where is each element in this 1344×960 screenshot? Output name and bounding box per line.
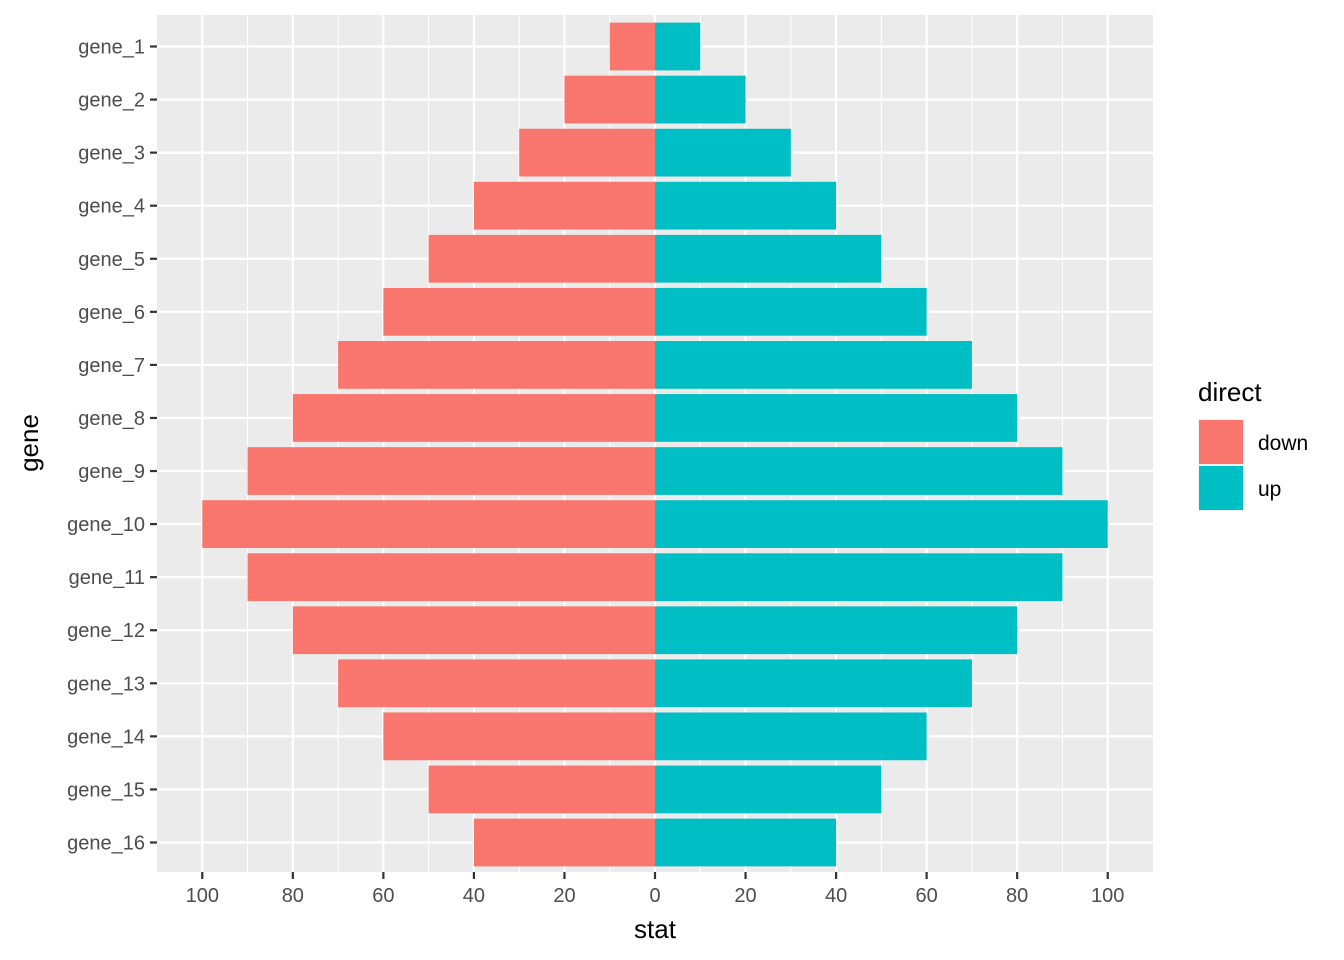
y-tick-label: gene_9: [78, 461, 145, 483]
bar-up-gene_4: [655, 181, 837, 230]
bar-down-gene_1: [609, 22, 655, 71]
bar-down-gene_2: [564, 75, 655, 124]
y-tick-label: gene_8: [78, 408, 145, 430]
legend-key-up: [1199, 466, 1243, 510]
bar-up-gene_10: [655, 500, 1108, 548]
x-tick-label: 100: [1091, 885, 1124, 907]
bar-up-gene_16: [655, 818, 837, 867]
bar-up-gene_14: [655, 712, 927, 761]
bars: [202, 22, 1108, 867]
x-tick-label: 20: [553, 885, 575, 907]
y-tick-label: gene_6: [78, 302, 145, 324]
bar-down-gene_8: [292, 394, 655, 442]
bar-down-gene_15: [428, 765, 655, 814]
y-tick-label: gene_1: [78, 37, 145, 59]
bar-down-gene_14: [383, 712, 655, 761]
bar-down-gene_5: [428, 234, 655, 283]
y-tick-label: gene_7: [78, 355, 145, 377]
x-tick-label: 80: [1006, 885, 1028, 907]
bar-down-gene_12: [292, 606, 655, 655]
legend-title: direct: [1198, 377, 1262, 407]
bar-down-gene_9: [247, 447, 655, 495]
x-tick-label: 40: [463, 885, 485, 907]
bar-down-gene_10: [202, 500, 656, 548]
x-tick-label: 100: [186, 885, 219, 907]
bar-down-gene_7: [338, 341, 655, 389]
y-tick-label: gene_16: [67, 833, 145, 855]
y-tick-label: gene_5: [78, 249, 145, 271]
bar-down-gene_3: [519, 128, 655, 177]
y-tick-label: gene_13: [67, 673, 145, 695]
y-tick-label: gene_14: [67, 726, 145, 748]
legend-label-down: down: [1258, 432, 1308, 455]
bar-down-gene_4: [473, 181, 655, 230]
x-tick-label: 40: [825, 885, 847, 907]
y-tick-label: gene_11: [69, 567, 145, 589]
bar-up-gene_6: [655, 287, 927, 336]
bar-up-gene_8: [655, 394, 1018, 442]
bar-up-gene_9: [655, 447, 1063, 495]
bar-down-gene_11: [247, 553, 655, 602]
bar-down-gene_6: [383, 287, 655, 336]
y-tick-label: gene_4: [78, 196, 145, 218]
x-tick-label: 60: [916, 885, 938, 907]
bar-up-gene_1: [655, 22, 701, 71]
x-tick-label: 60: [372, 885, 394, 907]
x-tick-label: 0: [649, 885, 660, 907]
y-axis: gene_1 gene_2 gene_3 gene_4 gene_5 gene_6gene…: [67, 37, 157, 855]
legend-key-down: [1199, 420, 1243, 464]
legend-label-up: up: [1258, 478, 1281, 501]
bar-up-gene_15: [655, 765, 882, 814]
y-tick-label: gene_12: [67, 620, 145, 642]
bar-up-gene_13: [655, 659, 972, 708]
bar-up-gene_7: [655, 341, 972, 389]
bar-down-gene_13: [338, 659, 655, 708]
x-axis-title: stat: [634, 914, 677, 944]
bar-up-gene_11: [655, 553, 1063, 602]
y-axis-title: gene: [14, 414, 44, 472]
legend: direct down up: [1198, 377, 1308, 511]
bar-up-gene_2: [655, 75, 746, 124]
bar-down-gene_16: [473, 818, 655, 867]
y-tick-label: gene_3: [78, 143, 145, 165]
y-tick-label: gene_10: [67, 514, 145, 536]
bar-up-gene_3: [655, 128, 791, 177]
x-tick-label: 20: [734, 885, 756, 907]
y-tick-label: gene_15: [67, 779, 145, 801]
x-axis: 100 80 60 40 20 0 20 40 60 80 100: [186, 872, 1124, 907]
y-tick-label: gene_2: [78, 90, 145, 112]
bar-up-gene_12: [655, 606, 1018, 655]
x-tick-label: 80: [282, 885, 304, 907]
bar-up-gene_5: [655, 234, 882, 283]
